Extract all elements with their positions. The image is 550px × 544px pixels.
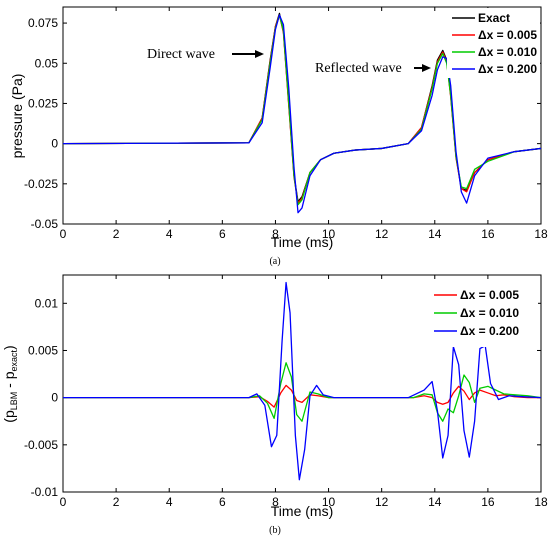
y-tick-label: -0.05 — [31, 217, 59, 231]
series-line-4 — [62, 14, 542, 214]
panel-b-caption: (b) — [269, 525, 281, 536]
x-tick-label: 6 — [219, 495, 226, 509]
chart-panel-a: 0 2 4 6 8 10 12 14 16 18 -0.05 -0.025 0 0.025 0.05 0.0… — [9, 6, 548, 267]
x-tick-label: 0 — [60, 495, 67, 509]
y-tick-label: 0 — [51, 391, 58, 405]
direct-wave-arrow-icon — [255, 50, 264, 58]
panel-b-x-axis: 0 2 4 6 8 10 12 14 16 18 — [60, 275, 548, 509]
legend-dx-0010-label: Δx = 0.010 — [478, 45, 537, 59]
panel-a-x-axis: 0 2 4 6 8 10 12 14 16 18 — [60, 7, 548, 241]
panel-b-y-axis-title-part3: ) — [1, 345, 17, 350]
y-tick-label: 0 — [51, 137, 58, 151]
x-tick-label: 14 — [428, 227, 442, 241]
direct-wave-annotation: Direct wave — [147, 47, 215, 62]
panel-a-y-axis-title: pressure (Pa) — [9, 74, 25, 159]
x-tick-label: 4 — [166, 495, 173, 509]
legend-b-dx-0200-label: Δx = 0.200 — [460, 324, 519, 338]
panel-b-y-axis: -0.01 -0.005 0 0.005 0.01 — [24, 296, 541, 499]
panel-a-y-axis: -0.05 -0.025 0 0.025 0.05 0.075 — [24, 16, 541, 231]
panel-a-legend-box — [447, 8, 540, 78]
x-tick-label: 8 — [272, 495, 279, 509]
x-tick-label: 18 — [534, 227, 548, 241]
series-line-3 — [63, 281, 542, 481]
legend-b-dx-0005-label: Δx = 0.005 — [460, 288, 519, 302]
y-tick-label: 0.05 — [35, 56, 59, 70]
x-tick-label: 18 — [534, 495, 548, 509]
x-tick-label: 14 — [428, 495, 442, 509]
panel-b-series-group — [63, 281, 542, 481]
y-tick-label: -0.025 — [24, 177, 58, 191]
panel-a-x-axis-title: Time (ms) — [271, 234, 333, 250]
y-tick-label: 0.075 — [28, 16, 58, 30]
panel-b-y-axis-title-part1: (p — [1, 410, 17, 423]
reflected-wave-arrow-icon — [422, 64, 431, 72]
x-tick-label: 10 — [322, 495, 336, 509]
panel-a-series-group — [62, 12, 542, 214]
panel-b-y-axis-title-sub1: LBM — [9, 392, 19, 411]
legend-dx-0200-label: Δx = 0.200 — [478, 62, 537, 76]
y-tick-label: 0.01 — [35, 296, 59, 310]
y-tick-label: -0.005 — [24, 438, 58, 452]
panel-b-legend: Δx = 0.005 Δx = 0.010 Δx = 0.200 — [430, 285, 538, 347]
panel-b-y-axis-title-part2: - p — [1, 371, 17, 391]
panel-b-y-axis-title-sub2: exact — [9, 349, 19, 371]
x-tick-label: 16 — [481, 227, 495, 241]
x-tick-label: 0 — [60, 227, 67, 241]
reflected-wave-annotation: Reflected wave — [315, 61, 402, 76]
x-tick-label: 6 — [219, 227, 226, 241]
x-tick-label: 4 — [166, 227, 173, 241]
panel-b-y-axis-title: (pLBM - pexact) — [1, 345, 19, 422]
series-line-1 — [63, 384, 541, 408]
x-tick-label: 16 — [481, 495, 495, 509]
chart-panel-b: 0 2 4 6 8 10 12 14 16 18 -0.01 -0.005 0 0.005 0.01 Ti… — [1, 274, 548, 536]
panel-a-legend: Exact Δx = 0.005 Δx = 0.010 Δx = 0.200 — [447, 8, 540, 78]
legend-exact-label: Exact — [478, 11, 510, 25]
y-tick-label: 0.025 — [28, 96, 58, 110]
series-line-2 — [63, 362, 542, 422]
y-tick-label: -0.01 — [31, 485, 59, 499]
y-tick-label: 0.005 — [28, 343, 58, 357]
x-tick-label: 2 — [113, 227, 120, 241]
x-tick-label: 2 — [113, 495, 120, 509]
x-tick-label: 12 — [375, 227, 389, 241]
panel-a-caption: (a) — [269, 256, 280, 267]
x-tick-label: 8 — [272, 227, 279, 241]
x-tick-label: 10 — [322, 227, 336, 241]
panel-b-x-axis-title: Time (ms) — [271, 503, 333, 519]
legend-dx-0005-label: Δx = 0.005 — [478, 28, 537, 42]
x-tick-label: 12 — [375, 495, 389, 509]
legend-b-dx-0010-label: Δx = 0.010 — [460, 306, 519, 320]
